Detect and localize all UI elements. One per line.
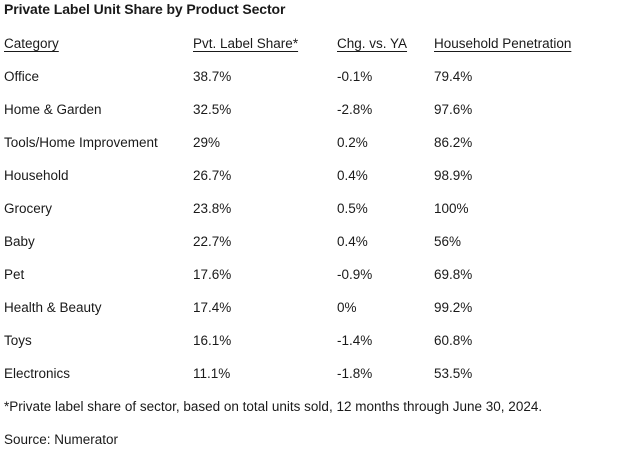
column-header-category: Category [4,36,59,51]
table-row: Baby 22.7% 0.4% 56% [4,225,619,258]
cell-pvt-label-share: 16.1% [193,333,232,348]
cell-chg-vs-ya: -0.1% [337,69,373,84]
source-credit: Source: Numerator [4,432,119,447]
cell-household-penetration: 100% [434,201,469,216]
cell-category: Electronics [4,366,71,381]
header-row: Category Pvt. Label Share* Chg. vs. YA H… [4,27,619,60]
column-header-household-penetration: Household Penetration [434,36,572,51]
column-header-chg-vs-ya: Chg. vs. YA [337,36,408,51]
cell-pvt-label-share: 17.4% [193,300,232,315]
cell-household-penetration: 79.4% [434,69,473,84]
cell-pvt-label-share: 11.1% [193,366,231,381]
table-row: Tools/Home Improvement 29% 0.2% 86.2% [4,126,619,159]
cell-category: Toys [4,333,32,348]
cell-pvt-label-share: 32.5% [193,102,232,117]
table-row: Home & Garden 32.5% -2.8% 97.6% [4,93,619,126]
cell-chg-vs-ya: -1.4% [337,333,373,348]
cell-chg-vs-ya: -1.8% [337,366,373,381]
table-row: Household 26.7% 0.4% 98.9% [4,159,619,192]
cell-household-penetration: 99.2% [434,300,473,315]
cell-household-penetration: 60.8% [434,333,473,348]
column-header-pvt-label-share: Pvt. Label Share* [193,36,299,51]
data-table: Category Pvt. Label Share* Chg. vs. YA H… [4,27,619,390]
cell-household-penetration: 86.2% [434,135,473,150]
cell-chg-vs-ya: 0.4% [337,168,368,183]
cell-chg-vs-ya: 0% [337,300,357,315]
cell-pvt-label-share: 26.7% [193,168,232,183]
cell-chg-vs-ya: 0.2% [337,135,368,150]
page-title: Private Label Unit Share by Product Sect… [4,1,286,17]
cell-chg-vs-ya: 0.4% [337,234,368,249]
cell-category: Pet [4,267,25,282]
footnote: *Private label share of sector, based on… [4,399,543,414]
table-row: Health & Beauty 17.4% 0% 99.2% [4,291,619,324]
cell-category: Health & Beauty [4,300,102,315]
cell-household-penetration: 97.6% [434,102,473,117]
cell-chg-vs-ya: -0.9% [337,267,373,282]
cell-household-penetration: 69.8% [434,267,473,282]
cell-category: Home & Garden [4,102,102,117]
cell-pvt-label-share: 23.8% [193,201,232,216]
cell-category: Household [4,168,69,183]
cell-category: Baby [4,234,35,249]
cell-household-penetration: 56% [434,234,462,249]
cell-category: Tools/Home Improvement [4,135,158,150]
cell-chg-vs-ya: -2.8% [337,102,373,117]
cell-pvt-label-share: 17.6% [193,267,232,282]
table-row: Office 38.7% -0.1% 79.4% [4,60,619,93]
table-row: Grocery 23.8% 0.5% 100% [4,192,619,225]
cell-chg-vs-ya: 0.5% [337,201,368,216]
cell-pvt-label-share: 22.7% [193,234,232,249]
cell-household-penetration: 98.9% [434,168,473,183]
cell-pvt-label-share: 29% [193,135,221,150]
table-row: Electronics 11.1% -1.8% 53.5% [4,357,619,390]
cell-household-penetration: 53.5% [434,366,473,381]
cell-category: Office [4,69,40,84]
table-row: Toys 16.1% -1.4% 60.8% [4,324,619,357]
table-row: Pet 17.6% -0.9% 69.8% [4,258,619,291]
cell-category: Grocery [4,201,53,216]
cell-pvt-label-share: 38.7% [193,69,232,84]
